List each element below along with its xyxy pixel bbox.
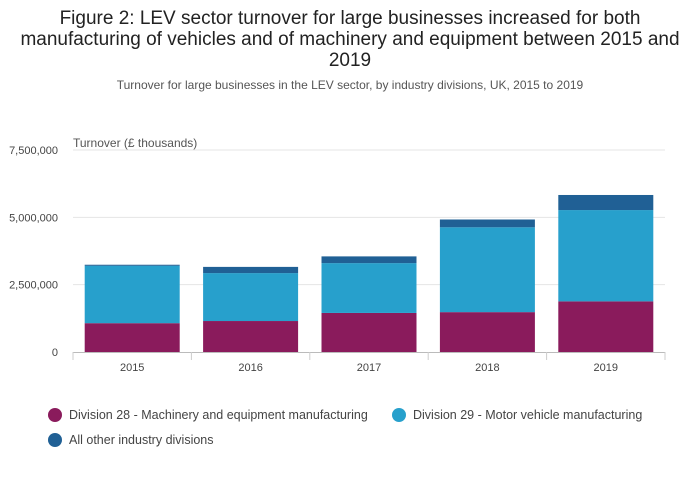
bar-segment-series-2[interactable] — [321, 263, 417, 313]
y-tick-label: 0 — [52, 347, 58, 359]
bar-segment-series-2[interactable] — [439, 227, 535, 313]
chart-title: Figure 2: LEV sector turnover for large … — [20, 8, 680, 71]
bar-segment-series-1[interactable] — [84, 323, 180, 352]
bar-segment-series-1[interactable] — [558, 301, 654, 352]
stacked-bar-chart: 0 2,500,000 5,000,000 7,500,000 2015 2016 2017… — [9, 136, 666, 374]
axes: 0 2,500,000 5,000,000 7,500,000 2015 2016 2017… — [9, 145, 666, 374]
y-tick-label: 2,500,000 — [9, 280, 58, 292]
x-tick-label: 2018 — [475, 362, 499, 374]
bar-segment-series-2[interactable] — [203, 273, 299, 322]
bar-segment-series-3[interactable] — [321, 256, 417, 264]
bars — [84, 194, 654, 352]
bar-segment-series-3[interactable] — [558, 194, 654, 211]
x-tick-label: 2015 — [120, 362, 144, 374]
legend-item-division-29[interactable]: Division 29 - Motor vehicle manufacturin… — [392, 408, 642, 422]
y-tick-label: 7,500,000 — [9, 145, 58, 157]
x-tick-label: 2017 — [357, 362, 381, 374]
bar-segment-series-1[interactable] — [321, 312, 417, 352]
bar-segment-series-2[interactable] — [558, 210, 654, 302]
legend-swatch-division-28 — [48, 408, 62, 422]
legend-swatch-division-29 — [392, 408, 406, 422]
chart-subtitle: Turnover for large businesses in the LEV… — [116, 78, 584, 92]
legend-label-division-28: Division 28 - Machinery and equipment ma… — [69, 408, 368, 422]
legend-label-other-divisions: All other industry divisions — [69, 433, 214, 447]
legend-label-division-29: Division 29 - Motor vehicle manufacturin… — [413, 408, 643, 422]
bar-segment-series-1[interactable] — [203, 321, 299, 352]
bar-segment-series-3[interactable] — [203, 266, 299, 274]
bar-segment-series-3[interactable] — [84, 264, 180, 266]
y-axis-label: Turnover (£ thousands) — [73, 136, 197, 150]
bar-segment-series-3[interactable] — [439, 219, 535, 228]
bar-segment-series-2[interactable] — [84, 265, 180, 324]
legend-item-division-28[interactable]: Division 28 - Machinery and equipment ma… — [48, 408, 368, 422]
x-tick-label: 2016 — [238, 362, 262, 374]
y-tick-label: 5,000,000 — [9, 212, 58, 224]
x-tick-label: 2019 — [594, 362, 618, 374]
bar-segment-series-1[interactable] — [439, 312, 535, 352]
legend-swatch-other-divisions — [48, 433, 62, 447]
legend-item-other-divisions[interactable]: All other industry divisions — [48, 433, 214, 447]
